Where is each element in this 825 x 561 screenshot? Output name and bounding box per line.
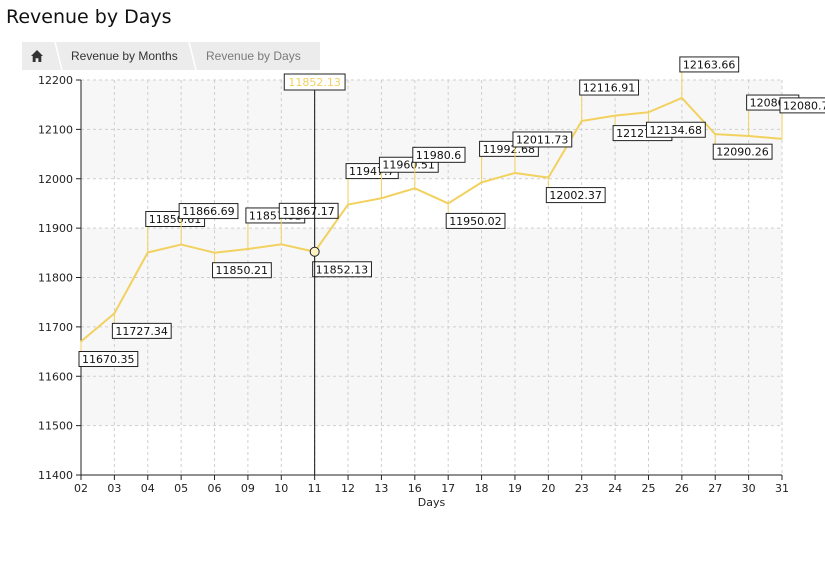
- breadcrumb-link-revenue-by-months[interactable]: Revenue by Months: [71, 49, 178, 63]
- x-tick-label: 16: [408, 482, 422, 495]
- data-label-box: [545, 187, 606, 204]
- x-tick-label: 31: [775, 482, 789, 495]
- crosshair-value-label: 11852.13: [288, 76, 341, 89]
- data-label: 11867.17: [282, 205, 335, 218]
- x-tick-label: 26: [675, 482, 689, 495]
- x-tick-label: 27: [708, 482, 722, 495]
- data-label: 12163.66: [683, 58, 736, 71]
- data-label: 11670.35: [82, 353, 135, 366]
- x-tick-label: 10: [274, 482, 288, 495]
- data-label-box: [445, 212, 506, 229]
- x-tick-label: 03: [107, 482, 121, 495]
- y-tick-label: 11800: [38, 272, 73, 285]
- data-label-box: [312, 261, 372, 278]
- data-label: 11866.69: [182, 205, 235, 218]
- data-label: 11727.34: [115, 325, 168, 338]
- x-tick-label: 09: [241, 482, 255, 495]
- crosshair-value-box: [283, 73, 346, 91]
- data-label-box: [779, 97, 825, 114]
- x-tick-label: 19: [508, 482, 522, 495]
- x-tick-label: 17: [441, 482, 455, 495]
- x-tick-label: 20: [541, 482, 555, 495]
- x-tick-label: 04: [141, 482, 155, 495]
- x-tick-label: 13: [374, 482, 388, 495]
- y-tick-label: 11500: [38, 420, 73, 433]
- x-axis-title: Days: [418, 496, 446, 509]
- data-label-box: [111, 322, 172, 339]
- data-label-box: [645, 121, 706, 138]
- data-label: 12002.37: [549, 189, 602, 202]
- data-label: 11850.21: [216, 264, 269, 277]
- x-tick-label: 11: [308, 482, 322, 495]
- x-tick-label: 24: [608, 482, 622, 495]
- x-tick-label: 18: [475, 482, 489, 495]
- x-tick-label: 02: [74, 482, 88, 495]
- data-label-box: [178, 203, 239, 220]
- data-label: 12011.73: [516, 133, 569, 146]
- y-tick-label: 12000: [38, 173, 73, 186]
- data-label-box: [212, 262, 272, 279]
- breadcrumb-current-revenue-by-days: Revenue by Days: [206, 49, 301, 63]
- y-tick-label: 11400: [38, 469, 73, 482]
- y-tick-label: 12200: [38, 74, 73, 87]
- data-label: 12134.68: [649, 124, 702, 137]
- breadcrumb-separator: [188, 42, 197, 70]
- home-icon[interactable]: [30, 49, 44, 63]
- data-label: 11980.6: [416, 149, 462, 162]
- data-label-box: [512, 131, 573, 148]
- data-label-box: [278, 202, 339, 219]
- data-label: 11852.13: [316, 263, 369, 276]
- breadcrumb-separator: [54, 42, 63, 70]
- revenue-series-line: [80, 96, 783, 343]
- x-tick-label: 06: [208, 482, 222, 495]
- page-title: Revenue by Days: [6, 6, 172, 28]
- y-tick-label: 11900: [38, 222, 73, 235]
- data-label: 11950.02: [449, 215, 502, 228]
- data-label-box: [579, 79, 640, 96]
- data-label-box: [679, 56, 740, 73]
- x-tick-label: 12: [341, 482, 355, 495]
- y-tick-label: 11700: [38, 321, 73, 334]
- data-label: 12116.91: [583, 82, 636, 95]
- data-label-box: [412, 146, 466, 163]
- data-label: 12090.26: [716, 146, 769, 159]
- x-tick-label: 23: [575, 482, 589, 495]
- breadcrumb: Revenue by Months Revenue by Days: [22, 42, 320, 70]
- y-tick-label: 12100: [38, 123, 73, 136]
- data-label-box: [78, 351, 139, 368]
- x-tick-label: 30: [742, 482, 756, 495]
- x-tick-label: 05: [174, 482, 188, 495]
- x-tick-label: 25: [641, 482, 655, 495]
- data-label: 12080.73: [783, 99, 825, 112]
- data-label-box: [712, 143, 773, 160]
- y-tick-label: 11600: [38, 370, 73, 383]
- crosshair-point-marker[interactable]: [309, 246, 320, 257]
